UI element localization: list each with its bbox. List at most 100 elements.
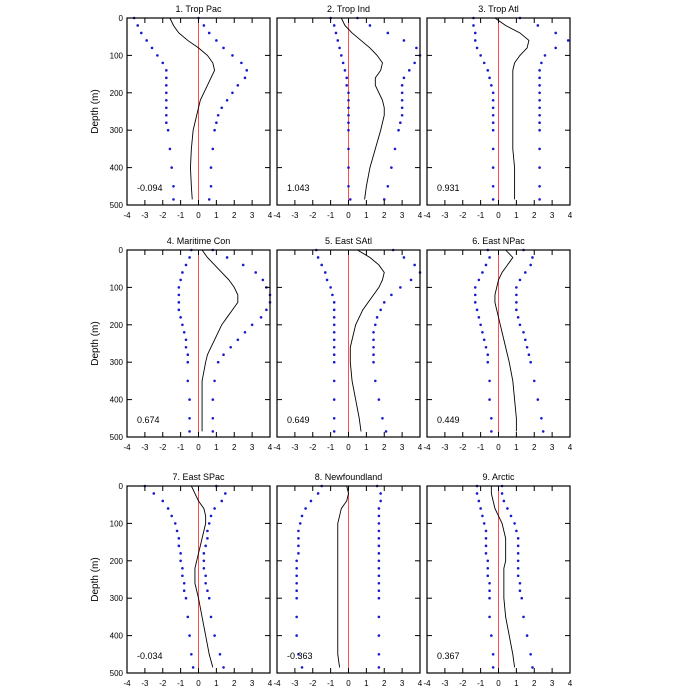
panel-title: 6. East NPac xyxy=(472,236,525,246)
bound-point xyxy=(216,360,220,364)
x-tick-label: 3 xyxy=(250,443,255,452)
bound-point xyxy=(204,581,207,585)
bound-point xyxy=(484,537,488,540)
bound-point xyxy=(177,537,181,540)
bound-point xyxy=(479,507,482,510)
bound-point xyxy=(377,529,381,533)
bound-point xyxy=(488,256,491,259)
x-tick-label: -1 xyxy=(327,679,335,688)
x-tick-label: 0 xyxy=(496,679,501,688)
bound-point xyxy=(297,544,300,548)
bound-point xyxy=(184,596,188,600)
bound-point xyxy=(177,301,181,304)
bound-point xyxy=(529,263,532,267)
x-tick-label: -4 xyxy=(123,211,131,220)
bound-point xyxy=(177,293,181,297)
bound-point xyxy=(520,596,524,600)
x-tick-label: -4 xyxy=(123,679,131,688)
bound-point xyxy=(231,54,234,57)
bound-point xyxy=(236,338,240,342)
bound-point xyxy=(529,360,532,364)
bound-point xyxy=(297,529,300,533)
bound-point xyxy=(188,417,191,420)
bound-point xyxy=(377,552,381,555)
bound-point xyxy=(382,301,386,304)
bound-point xyxy=(188,256,191,259)
x-tick-label: 0 xyxy=(346,443,351,452)
bound-point xyxy=(241,263,245,267)
bound-point xyxy=(402,39,406,42)
bound-point xyxy=(332,24,336,27)
panel-annotation: -0.363 xyxy=(287,651,313,661)
bound-point xyxy=(379,308,382,312)
x-tick-label: 3 xyxy=(400,679,405,688)
bound-series xyxy=(132,16,175,201)
x-tick-label: 4 xyxy=(268,211,273,220)
bound-point xyxy=(218,653,222,656)
bound-point xyxy=(484,544,488,548)
bound-point xyxy=(399,286,402,289)
bound-point xyxy=(224,492,227,495)
profile-line xyxy=(169,17,216,200)
x-tick-label: 2 xyxy=(232,443,237,452)
bound-point xyxy=(329,286,332,289)
x-tick-label: 1 xyxy=(364,679,369,688)
bound-point xyxy=(516,544,520,548)
bound-point xyxy=(532,379,536,383)
bound-point xyxy=(538,147,541,151)
x-tick-label: -4 xyxy=(423,679,431,688)
bound-point xyxy=(374,379,377,383)
bound-point xyxy=(165,84,168,87)
bound-point xyxy=(295,615,298,619)
bound-point xyxy=(538,166,541,169)
bound-point xyxy=(538,91,541,95)
bound-point xyxy=(309,499,313,503)
x-tick-label: -1 xyxy=(327,443,335,452)
y-tick-label: 200 xyxy=(110,321,124,330)
bound-point xyxy=(372,360,375,364)
x-tick-label: -4 xyxy=(423,443,431,452)
bound-point xyxy=(413,61,416,65)
bound-point xyxy=(372,338,375,342)
bound-point xyxy=(347,147,350,151)
y-tick-label: 100 xyxy=(110,51,124,60)
y-tick-label: 100 xyxy=(110,283,124,292)
x-tick-label: -4 xyxy=(273,211,281,220)
bound-series xyxy=(211,248,272,433)
bound-point xyxy=(516,559,520,563)
y-tick-label: 400 xyxy=(110,396,124,405)
bound-point xyxy=(506,507,509,510)
bound-point xyxy=(475,308,479,312)
x-tick-label: -2 xyxy=(159,679,167,688)
bound-point xyxy=(225,256,229,259)
bound-point xyxy=(400,91,404,95)
bound-point xyxy=(168,147,172,151)
y-tick-label: 500 xyxy=(110,433,124,442)
bound-point xyxy=(336,39,340,42)
bound-point xyxy=(472,24,475,27)
x-tick-label: -2 xyxy=(459,443,467,452)
bound-point xyxy=(179,559,182,563)
bound-point xyxy=(338,46,341,50)
bound-point xyxy=(175,529,179,533)
x-tick-label: 4 xyxy=(268,679,273,688)
bound-point xyxy=(182,330,186,334)
bound-point xyxy=(186,615,190,619)
bound-point xyxy=(488,398,491,401)
x-tick-label: -3 xyxy=(441,211,449,220)
bound-point xyxy=(402,256,406,259)
bound-point xyxy=(347,113,350,117)
bound-point xyxy=(204,574,207,578)
bound-point xyxy=(206,589,209,593)
bound-point xyxy=(491,91,495,95)
x-tick-label: 2 xyxy=(532,679,537,688)
bound-point xyxy=(377,653,381,656)
panel-title: 1. Trop Pac xyxy=(175,4,222,14)
bound-point xyxy=(479,323,482,327)
panel-3: -4 -3 -2 -1 0 1 2 3 4 3. Trop Atl 0.931 xyxy=(423,4,572,220)
bound-point xyxy=(161,499,165,503)
bound-point xyxy=(484,263,488,267)
x-tick-label: -3 xyxy=(291,211,299,220)
bound-point xyxy=(179,316,182,319)
bound-point xyxy=(184,263,188,267)
